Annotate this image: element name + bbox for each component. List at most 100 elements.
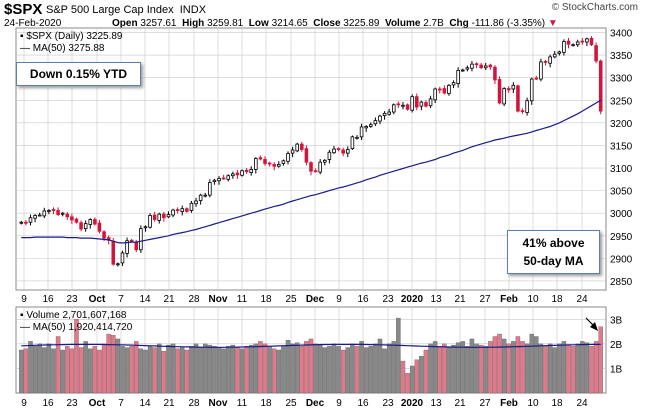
candle-body: [116, 263, 120, 266]
candle-body: [295, 143, 299, 152]
candle-body: [263, 159, 267, 164]
candle-body: [364, 126, 368, 129]
volume-bar: [446, 347, 452, 394]
vol-x-tick-label: 10: [527, 398, 539, 409]
index-name: S&P 500 Large Cap Index INDX: [46, 4, 206, 16]
volume-bar: [405, 373, 410, 394]
x-tick-label: 9: [336, 294, 342, 305]
y-tick-label: 2900: [610, 254, 633, 265]
volume-bar: [299, 346, 305, 394]
vol-x-tick-label: Feb: [500, 398, 518, 409]
volume-bar: [78, 347, 84, 394]
volume-bar: [134, 341, 139, 394]
candle-body: [185, 208, 189, 212]
candle-body: [88, 219, 93, 225]
volume-bar: [336, 346, 341, 394]
volume-bar: [207, 344, 213, 394]
vol-x-tick-label: Oct: [89, 398, 106, 409]
candle-body: [548, 56, 552, 64]
candle-body: [221, 177, 226, 180]
candle-body: [585, 38, 589, 43]
candle-body: [212, 179, 217, 182]
candle-body: [56, 210, 60, 215]
candle-body: [414, 96, 419, 108]
volume-bar: [19, 349, 24, 394]
volume-bar: [350, 343, 355, 394]
vol-tick-label: 3B: [610, 315, 623, 326]
volume-bar: [455, 342, 461, 394]
candle-body: [143, 226, 148, 229]
candle-body: [506, 88, 511, 91]
candle-body: [281, 160, 286, 164]
candle-body: [244, 169, 249, 173]
candle-body: [74, 218, 79, 223]
ohlc-readout: Open 3257.61 High 3259.81 Low 3214.65 Cl…: [112, 18, 558, 29]
vol-x-tick-label: 28: [188, 398, 200, 409]
volume-bar: [216, 347, 222, 394]
volume-value: 2.7B: [423, 18, 444, 29]
volume-bar: [308, 338, 314, 394]
ma-annotation-line1: 41% above: [522, 236, 585, 250]
candle-body: [543, 61, 548, 63]
candle-body: [483, 65, 488, 69]
volume-bar: [529, 333, 534, 394]
candle-body: [180, 208, 185, 212]
open-label: Open: [112, 18, 138, 29]
x-tick-label: Nov: [209, 294, 228, 305]
volume-bar: [74, 319, 79, 394]
ma-legend: — MA(50) 3275.88: [20, 43, 105, 54]
x-tick-label: 11: [237, 294, 248, 305]
candle-body: [139, 228, 143, 251]
candle-body: [189, 202, 194, 211]
candle-body: [460, 69, 465, 72]
candle-body: [580, 40, 585, 43]
vol-ma-line: [21, 343, 601, 348]
candle-body: [240, 170, 244, 176]
candle-body: [456, 70, 460, 84]
volume-bar: [557, 343, 562, 394]
candle-body: [539, 61, 543, 80]
volume-bar: [37, 343, 42, 394]
volume-bar: [92, 346, 98, 394]
volume-bar: [115, 338, 121, 394]
ytd-annotation: Down 0.15% YTD: [16, 62, 141, 86]
candle-body: [60, 212, 65, 215]
candle-body: [125, 240, 129, 254]
candle-body: [226, 175, 231, 180]
candle-body: [83, 223, 88, 229]
volume-bar: [432, 341, 438, 394]
candle-body: [387, 111, 391, 115]
volume-bar: [506, 343, 511, 394]
x-tick-label: 9: [21, 294, 27, 305]
candle-body: [419, 101, 424, 107]
vol-x-tick-label: 13: [430, 398, 442, 409]
candle-body: [516, 85, 520, 112]
volume-bar: [161, 351, 167, 394]
volume-bar: [437, 346, 442, 394]
volume-bar: [552, 347, 557, 394]
volume-bar: [42, 347, 47, 394]
vol-x-tick-label: 9: [21, 398, 27, 409]
volume-bar: [281, 346, 286, 394]
y-tick-label: 2850: [610, 277, 633, 288]
vol-x-tick-label: Nov: [209, 398, 228, 409]
y-tick-label: 2950: [610, 232, 633, 243]
volume-bar: [101, 343, 107, 394]
candle-body: [24, 221, 28, 224]
volume-bar: [566, 344, 571, 394]
high-value: 3259.81: [207, 18, 244, 29]
candle-body: [327, 151, 332, 160]
candle-body: [323, 159, 327, 163]
x-tick-label: 16: [357, 294, 369, 305]
volume-bar: [290, 343, 295, 394]
volume-bar: [460, 341, 465, 394]
volume-bar: [46, 343, 52, 394]
volume-bar: [212, 346, 217, 394]
candle-body: [300, 143, 304, 150]
candle-body: [309, 162, 313, 172]
volume-bar: [414, 359, 419, 394]
candle-body: [267, 162, 272, 165]
candle-body: [497, 79, 502, 104]
candle-body: [437, 88, 442, 91]
candle-body: [208, 182, 212, 196]
